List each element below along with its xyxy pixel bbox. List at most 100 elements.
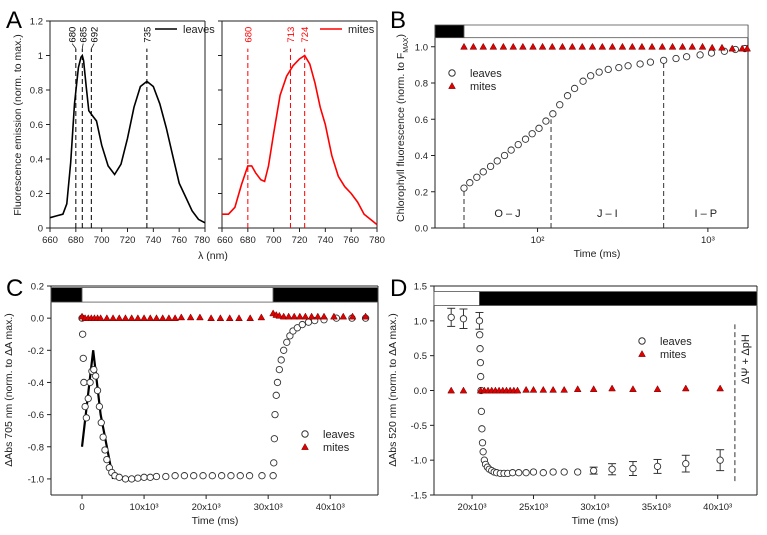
peak-marker-label: 692: [90, 27, 101, 43]
legend-leaves-marker: [638, 337, 646, 345]
phase-label: I – P: [695, 208, 718, 220]
light-bar-dark: [479, 291, 758, 306]
data-point-mites: [716, 384, 724, 392]
y-tick-label: 0.0: [31, 314, 44, 325]
data-point-mites: [728, 44, 737, 52]
legend-leaves-label: leaves: [470, 68, 502, 80]
data-point-mites: [529, 385, 538, 393]
spectrum-line-leaves: [49, 53, 206, 224]
data-point-leaves: [298, 320, 306, 329]
x-tick-label: 35x10³: [642, 502, 671, 513]
data-point-leaves: [81, 402, 89, 411]
data-point-leaves: [672, 54, 680, 63]
data-point-leaves: [272, 391, 280, 399]
annotation-label: ΔΨ + ΔpH: [740, 334, 752, 384]
data-point-mites: [539, 385, 548, 393]
data-point-mites: [320, 312, 328, 320]
data-point-mites: [578, 42, 587, 50]
y-tick-label: 1.5: [414, 282, 427, 293]
y-tick-label: 0.0: [414, 386, 427, 397]
x-tick-label: 700: [266, 235, 282, 246]
data-point-leaves: [121, 475, 130, 483]
data-point-leaves: [283, 338, 291, 346]
data-point-mites: [295, 312, 304, 320]
data-point-mites: [171, 314, 179, 322]
data-point-leaves: [101, 446, 109, 454]
data-point-mites: [313, 312, 322, 320]
data-point-leaves: [549, 110, 557, 118]
y-axis-label: ΔAbs 705 nm (norm. to ΔA max.): [3, 313, 15, 467]
data-point-mites: [538, 42, 547, 50]
data-point-mites: [718, 43, 726, 51]
data-point-mites: [330, 312, 338, 320]
data-point-leaves: [217, 472, 226, 480]
legend-leaves-marker: [448, 69, 456, 77]
x-tick-label: 25x10³: [519, 502, 548, 513]
data-point-leaves: [539, 469, 547, 477]
data-point-leaves: [529, 468, 538, 476]
y-axis-label: Fluorescence emission (norm. to max.): [12, 34, 24, 215]
x-tick-label: 760: [171, 235, 187, 246]
data-point-mites: [196, 313, 204, 321]
x-tick-label: 720: [292, 235, 308, 246]
data-point-mites: [275, 311, 284, 319]
data-point-leaves: [80, 378, 88, 387]
phase-label: O – J: [494, 208, 520, 220]
data-point-leaves: [646, 58, 655, 66]
y-axis-label-subscript: MAX: [403, 37, 410, 53]
data-point-leaves: [97, 419, 105, 427]
data-point-leaves: [549, 468, 557, 476]
data-point-mites: [681, 384, 690, 392]
data-point-leaves: [245, 472, 254, 480]
data-point-leaves: [199, 472, 207, 480]
data-point-leaves: [716, 456, 724, 464]
data-point-mites: [548, 42, 557, 50]
x-axis-label: Time (ms): [572, 515, 619, 527]
data-point-mites: [140, 314, 148, 322]
x-tick-label: 680: [240, 235, 256, 246]
light-bar-dark: [434, 24, 465, 39]
data-point-leaves: [79, 354, 87, 362]
data-point-leaves: [595, 68, 603, 76]
y-tick-label: -0.6: [28, 410, 44, 421]
data-point-mites: [235, 314, 243, 322]
data-point-leaves: [293, 324, 301, 332]
data-point-leaves: [528, 130, 536, 138]
y-tick-label: -0.5: [411, 421, 427, 432]
y-axis-label-end: ): [395, 34, 407, 38]
data-point-mites: [103, 314, 111, 322]
data-point-mites: [447, 386, 456, 394]
data-point-leaves: [140, 473, 148, 481]
data-point-mites: [743, 44, 751, 52]
data-point-leaves: [466, 179, 474, 187]
y-tick-label: 0.8: [415, 79, 428, 90]
panel-a: 0 0.2 0.4 0.6 0.8 1 1.2 660 680 700 720 740 760 780 68…: [12, 17, 385, 263]
data-point-mites: [499, 42, 508, 50]
peak-marker-label: 713: [286, 27, 297, 43]
y-tick-label: 0.6: [30, 120, 43, 131]
data-point-leaves: [624, 62, 632, 70]
legend-leaves-label: leaves: [323, 429, 355, 441]
data-point-mites: [653, 385, 662, 392]
data-point-leaves: [459, 315, 468, 323]
data-point-mites: [589, 385, 598, 392]
data-point-leaves: [682, 459, 690, 468]
data-point-mites: [152, 314, 161, 322]
x-tick-label: 40x10³: [316, 502, 345, 513]
peak-marker-label: 685: [79, 27, 90, 43]
data-point-leaves: [579, 77, 587, 85]
data-point-leaves: [478, 425, 486, 433]
data-point-mites: [558, 42, 567, 50]
data-point-mites: [678, 42, 687, 50]
data-point-leaves: [521, 135, 530, 143]
data-point-leaves: [270, 459, 278, 467]
panel-letter: B: [390, 7, 406, 34]
legend-leaves-label: leaves: [660, 336, 692, 348]
data-point-leaves: [152, 472, 161, 481]
peak-marker-leader: [81, 43, 84, 49]
data-point-leaves: [478, 439, 487, 447]
x-tick-label: 10x10³: [130, 502, 159, 513]
legend-leaves-marker: [301, 430, 309, 438]
data-point-leaves: [514, 140, 522, 149]
data-point-mites: [257, 313, 266, 321]
